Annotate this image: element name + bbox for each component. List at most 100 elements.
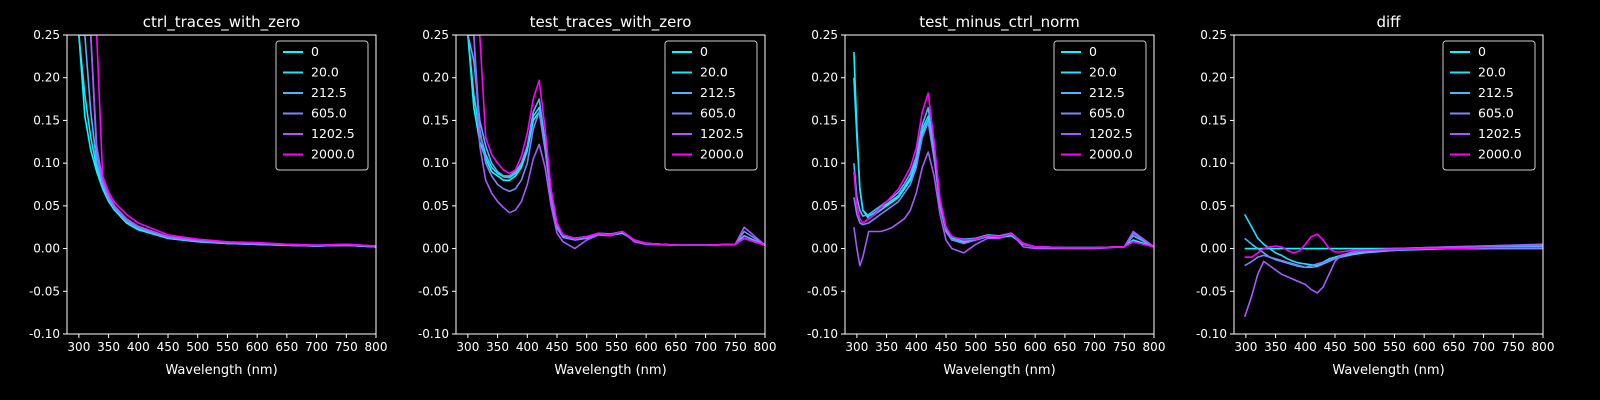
x-tick-label: 800	[365, 340, 388, 354]
x-tick-label: 800	[1143, 340, 1166, 354]
legend-label: 2000.0	[1478, 147, 1522, 162]
y-tick-label: 0.25	[811, 28, 838, 42]
chart-panel-2: test_minus_ctrl_norm 300 350 400 450 500 550 60…	[807, 13, 1166, 378]
x-tick-label: 650	[1442, 340, 1465, 354]
x-tick-label: 800	[754, 340, 777, 354]
x-tick-label: 750	[724, 340, 747, 354]
axes-frame	[1233, 34, 1544, 335]
x-tick-label: 750	[1502, 340, 1525, 354]
x-tick-label: 300	[1234, 340, 1257, 354]
series-group	[853, 52, 1154, 267]
x-tick-label: 350	[97, 340, 120, 354]
x-tick-label: 300	[67, 340, 90, 354]
legend-label: 212.5	[1478, 85, 1514, 100]
x-tick-label: 600	[1024, 340, 1047, 354]
y-tick-label: 0.10	[811, 156, 838, 170]
x-tick-label: 800	[1532, 340, 1555, 354]
y-tick-label: 0.05	[422, 199, 449, 213]
y-tick-label: 0.25	[1200, 28, 1227, 42]
legend-label: 20.0	[1089, 65, 1117, 80]
legend-label: 212.5	[1089, 85, 1125, 100]
chart-title: test_minus_ctrl_norm	[919, 13, 1080, 32]
x-tick-label: 500	[964, 340, 987, 354]
x-tick-label: 300	[456, 340, 479, 354]
y-tick-label: 0.15	[811, 113, 838, 127]
y-tick-label: -0.10	[1196, 327, 1227, 341]
x-tick-label: 650	[275, 340, 298, 354]
y-tick-label: 0.15	[1200, 113, 1227, 127]
y-tick-label: -0.05	[29, 284, 60, 298]
y-tick-label: 0.15	[33, 113, 60, 127]
legend-label: 0	[1478, 44, 1486, 59]
x-tick-label: 550	[1383, 340, 1406, 354]
chart-title: ctrl_traces_with_zero	[143, 13, 300, 32]
legend-label: 605.0	[700, 106, 736, 121]
y-tick-label: -0.10	[418, 327, 449, 341]
x-tick-label: 550	[216, 340, 239, 354]
y-tick-label: 0.05	[811, 199, 838, 213]
legend-label: 212.5	[700, 85, 736, 100]
y-tick-label: 0.25	[422, 28, 449, 42]
chart-panel-3: diff 300 350 400 450 500 550 600 650 700 750 800 -0.…	[1196, 13, 1555, 378]
y-tick-label: 0.05	[33, 199, 60, 213]
y-tick-label: 0.15	[422, 113, 449, 127]
x-tick-label: 450	[1324, 340, 1347, 354]
legend-label: 1202.5	[1089, 126, 1133, 141]
y-tick-label: 0.10	[422, 156, 449, 170]
series-line	[1244, 233, 1543, 258]
x-tick-label: 500	[186, 340, 209, 354]
legend: 0 20.0 212.5 605.0 1202.5 2000.0	[1053, 40, 1147, 171]
y-tick-label: 0.00	[33, 242, 60, 256]
x-tick-label: 450	[157, 340, 180, 354]
x-tick-label: 600	[635, 340, 658, 354]
x-tick-label: 400	[905, 340, 928, 354]
x-tick-label: 500	[1353, 340, 1376, 354]
y-tick-label: 0.20	[1200, 71, 1227, 85]
x-tick-label: 700	[694, 340, 717, 354]
x-tick-label: 650	[1053, 340, 1076, 354]
y-tick-label: 0.20	[422, 71, 449, 85]
y-tick-label: 0.00	[422, 242, 449, 256]
x-tick-label: 600	[246, 340, 269, 354]
series-group	[467, 35, 765, 250]
x-tick-label: 400	[127, 340, 150, 354]
axes-frame	[66, 34, 377, 335]
legend-label: 605.0	[1089, 106, 1125, 121]
axes-frame	[844, 34, 1155, 335]
x-tick-label: 400	[1294, 340, 1317, 354]
legend-label: 1202.5	[700, 126, 744, 141]
y-tick-label: 0.25	[33, 28, 60, 42]
x-axis-label: Wavelength (nm)	[943, 363, 1055, 378]
x-tick-label: 450	[546, 340, 569, 354]
x-tick-label: 350	[486, 340, 509, 354]
chart-panel-0: ctrl_traces_with_zero 300 350 400 450 500 550 6…	[29, 13, 388, 378]
legend-label: 0	[700, 44, 708, 59]
series-line	[1243, 244, 1543, 318]
chart-panel-1: test_traces_with_zero 300 350 400 450 500 550 6…	[418, 13, 777, 378]
legend-label: 20.0	[1478, 65, 1506, 80]
x-axis-label: Wavelength (nm)	[1332, 363, 1444, 378]
x-tick-label: 500	[575, 340, 598, 354]
x-tick-label: 550	[605, 340, 628, 354]
x-axis-label: Wavelength (nm)	[165, 363, 277, 378]
series-line	[78, 35, 376, 247]
y-tick-label: 0.10	[1200, 156, 1227, 170]
legend: 0 20.0 212.5 605.0 1202.5 2000.0	[664, 40, 758, 171]
x-tick-label: 600	[1413, 340, 1436, 354]
x-tick-label: 750	[335, 340, 358, 354]
y-tick-label: 0.10	[33, 156, 60, 170]
y-tick-label: -0.05	[418, 284, 449, 298]
y-tick-label: 0.05	[1200, 199, 1227, 213]
x-tick-label: 700	[305, 340, 328, 354]
legend-label: 1202.5	[1478, 126, 1522, 141]
legend-label: 2000.0	[311, 147, 355, 162]
legend-label: 212.5	[311, 85, 347, 100]
x-tick-label: 350	[1264, 340, 1287, 354]
x-axis-label: Wavelength (nm)	[554, 363, 666, 378]
x-tick-label: 650	[664, 340, 687, 354]
y-tick-label: 0.00	[811, 242, 838, 256]
legend-label: 2000.0	[1089, 147, 1133, 162]
series-line	[853, 92, 1154, 249]
